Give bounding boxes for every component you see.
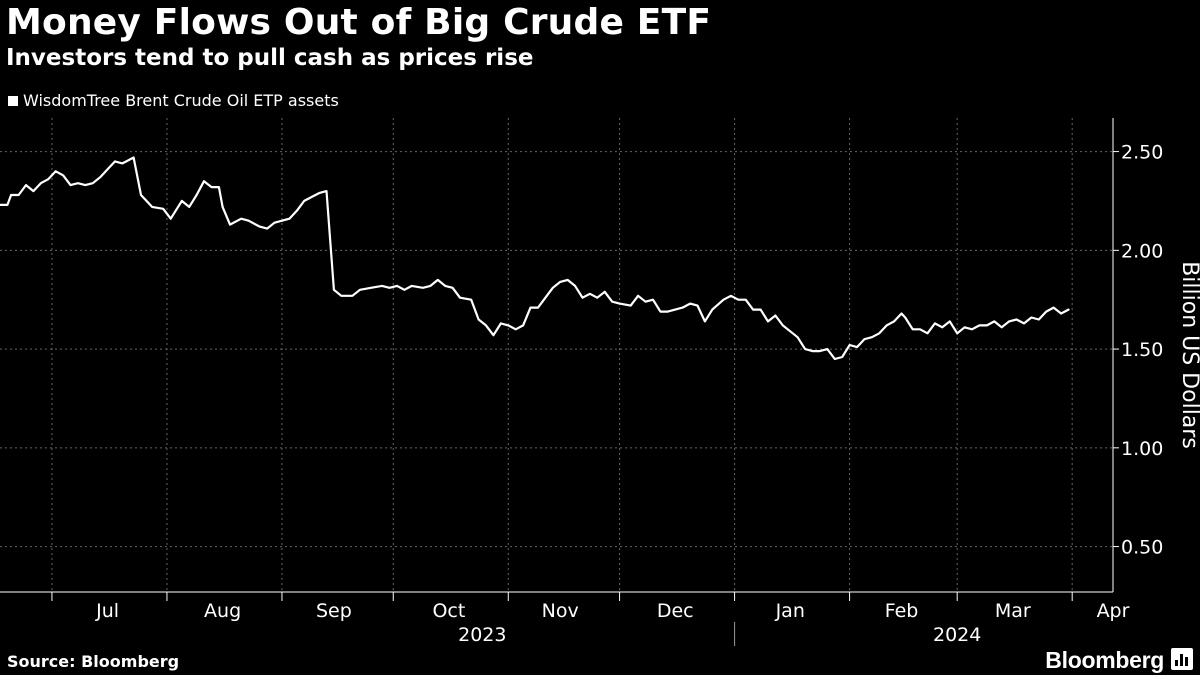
x-tick-label: Feb [885,600,919,622]
x-tick-label: Jul [95,600,119,622]
y-tick-label: 1.00 [1121,438,1163,460]
x-tick-label: Dec [657,600,694,622]
x-tick-label: Sep [316,600,352,622]
bloomberg-terminal-icon [1171,648,1193,670]
legend-label: WisdomTree Brent Crude Oil ETP assets [23,91,339,110]
source-note: Source: Bloomberg [7,652,180,671]
x-tick-label: Oct [432,600,465,622]
y-tick-label: 2.00 [1121,240,1163,262]
legend: WisdomTree Brent Crude Oil ETP assets [8,91,339,110]
y-tick-label: 2.50 [1121,142,1163,164]
x-tick-label: Nov [542,600,579,622]
chart-title: Money Flows Out of Big Crude ETF [6,2,712,43]
year-label: 2023 [458,624,506,646]
x-tick-label: Apr [1097,600,1130,622]
series-line [0,156,1070,361]
y-tick-label: 1.50 [1121,339,1163,361]
x-tick-label: Aug [204,600,241,622]
chart-subtitle: Investors tend to pull cash as prices ri… [6,45,534,71]
y-tick-label: 0.50 [1121,537,1163,559]
y-axis-title: Billion US Dollars [1177,261,1200,449]
x-tick-label: Mar [995,600,1031,622]
bloomberg-logo: Bloomberg [1045,647,1164,673]
legend-swatch [8,95,18,106]
x-tick-label: Jan [775,600,805,622]
year-label: 2024 [933,624,981,646]
